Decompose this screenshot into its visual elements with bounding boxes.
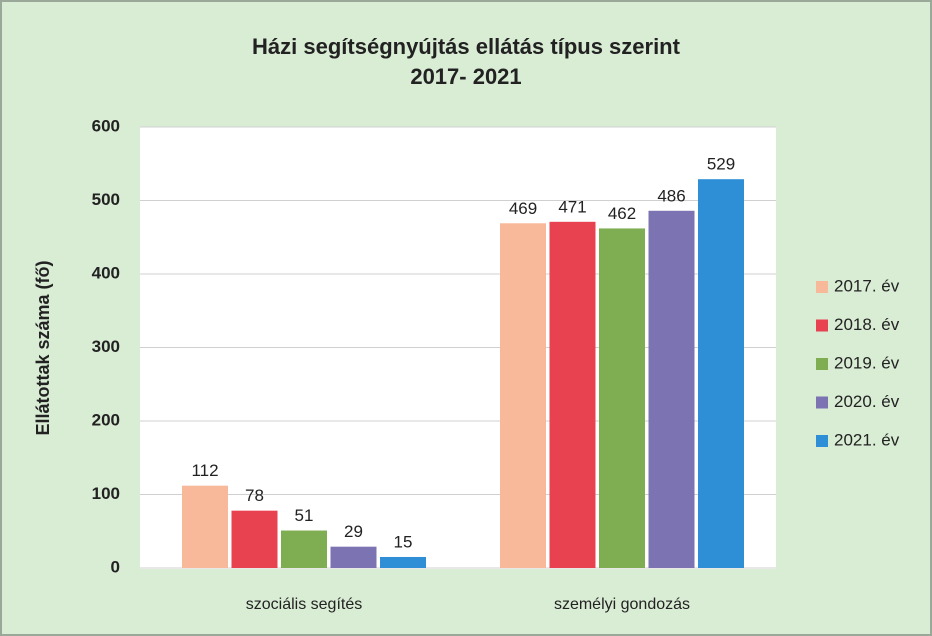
legend-label: 2018. év bbox=[834, 315, 900, 334]
y-axis-label: Ellátottak száma (fő) bbox=[33, 260, 53, 435]
bar bbox=[549, 221, 596, 568]
bar bbox=[648, 210, 695, 569]
y-tick-label: 100 bbox=[92, 484, 120, 503]
data-label: 15 bbox=[394, 532, 413, 551]
bar bbox=[698, 179, 744, 568]
legend-swatch bbox=[816, 358, 828, 370]
data-label: 29 bbox=[344, 522, 363, 541]
y-tick-label: 0 bbox=[111, 557, 120, 576]
chart-subtitle: 2017- 2021 bbox=[410, 64, 521, 89]
legend-swatch bbox=[816, 435, 828, 447]
x-tick-label: személyi gondozás bbox=[554, 596, 690, 613]
bar bbox=[231, 510, 278, 568]
y-tick-label: 200 bbox=[92, 410, 120, 429]
y-tick-label: 600 bbox=[92, 116, 120, 135]
data-label: 112 bbox=[191, 461, 218, 480]
chart-title: Házi segítségnyújtás ellátás típus szeri… bbox=[252, 34, 681, 59]
data-label: 462 bbox=[608, 204, 636, 223]
data-label: 469 bbox=[509, 199, 537, 218]
legend-swatch bbox=[816, 396, 828, 409]
legend-label: 2017. év bbox=[834, 276, 900, 295]
legend-swatch bbox=[816, 281, 828, 293]
bar bbox=[380, 556, 426, 568]
data-label: 471 bbox=[558, 197, 586, 216]
bar bbox=[330, 546, 377, 568]
bar bbox=[500, 223, 546, 568]
legend-label: 2021. év bbox=[834, 430, 900, 449]
bar bbox=[281, 530, 327, 568]
data-label: 78 bbox=[245, 486, 264, 505]
legend-label: 2019. év bbox=[834, 353, 900, 372]
data-label: 486 bbox=[657, 186, 685, 205]
bar bbox=[182, 485, 228, 568]
y-tick-label: 300 bbox=[92, 337, 120, 356]
x-tick-label: szociális segítés bbox=[246, 596, 363, 613]
bar bbox=[599, 228, 645, 568]
y-tick-label: 500 bbox=[92, 190, 120, 209]
data-label: 529 bbox=[707, 155, 735, 174]
y-tick-label: 400 bbox=[92, 263, 120, 282]
legend-label: 2020. év bbox=[834, 392, 900, 411]
legend-swatch bbox=[816, 319, 828, 332]
data-label: 51 bbox=[295, 506, 314, 525]
